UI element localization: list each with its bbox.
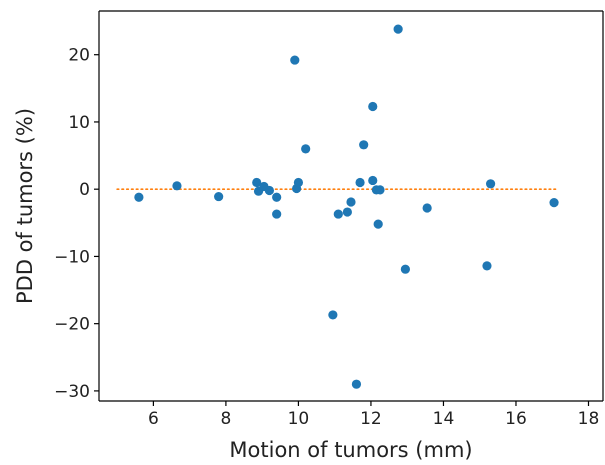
y-tick-label: −10 <box>54 247 90 267</box>
y-tick-label: 20 <box>68 46 90 66</box>
data-point <box>482 261 492 271</box>
data-point <box>355 177 365 188</box>
data-point <box>342 207 352 217</box>
data-point <box>301 144 311 154</box>
y-axis-title: PDD of tumors (%) <box>13 108 37 304</box>
data-point <box>549 198 559 208</box>
x-tick-label: 8 <box>220 409 231 429</box>
data-point <box>293 177 304 188</box>
x-tick-label: 12 <box>360 409 382 429</box>
data-point <box>359 140 369 150</box>
data-point <box>373 219 383 229</box>
data-point <box>346 197 356 207</box>
data-point <box>422 203 432 213</box>
y-tick-label: −30 <box>54 382 90 402</box>
x-tick-label: 6 <box>148 409 159 429</box>
x-tick-label: 18 <box>578 409 600 429</box>
data-point <box>375 185 385 195</box>
y-tick-label: 0 <box>79 180 90 200</box>
data-point <box>272 192 282 202</box>
data-point <box>328 310 338 320</box>
x-tick-label: 16 <box>505 409 527 429</box>
data-point <box>351 379 362 389</box>
x-axis-title: Motion of tumors (mm) <box>229 438 472 462</box>
data-point <box>172 181 182 191</box>
data-point <box>368 101 378 112</box>
data-point <box>264 185 275 196</box>
axes <box>98 10 604 402</box>
data-point <box>134 192 144 202</box>
x-tick-label: 14 <box>433 409 455 429</box>
data-points <box>134 24 559 389</box>
data-point <box>485 179 496 189</box>
y-axis-ticks: −30 −20 −10 0 10 20 <box>54 46 99 402</box>
data-point <box>368 175 378 186</box>
data-point <box>393 24 403 34</box>
data-point <box>272 209 282 219</box>
data-point <box>214 191 224 202</box>
data-point <box>252 177 262 188</box>
data-point <box>400 264 410 274</box>
data-point <box>290 55 300 65</box>
x-axis-ticks: 6 8 10 12 14 16 18 <box>148 401 599 429</box>
y-tick-label: 10 <box>68 113 90 133</box>
data-point <box>333 209 343 219</box>
x-tick-label: 10 <box>288 409 310 429</box>
y-tick-label: −20 <box>54 315 90 335</box>
